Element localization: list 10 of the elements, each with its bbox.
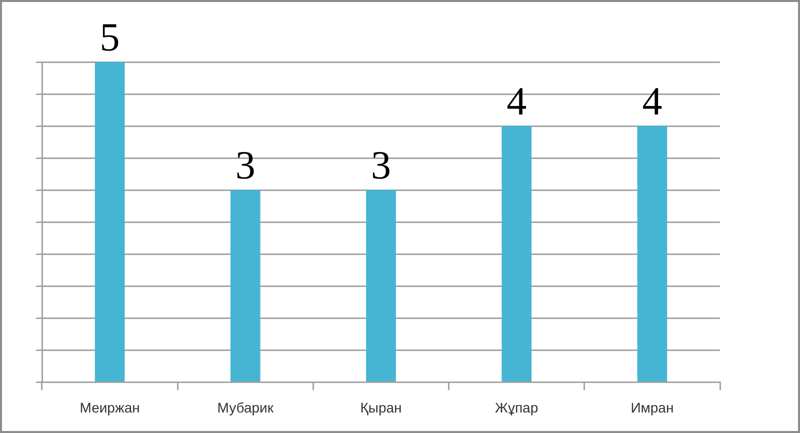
data-label: 4 [642, 78, 662, 124]
data-label: 3 [371, 142, 391, 188]
x-tick-label: Мубарик [217, 399, 274, 416]
x-tick-label: Меиржан [80, 399, 140, 416]
x-tick-label: Жұпар [495, 399, 538, 416]
data-label: 3 [235, 142, 256, 188]
data-label: 4 [506, 78, 527, 124]
data-label: 5 [100, 14, 120, 60]
x-tick-label: Имран [630, 399, 674, 416]
x-tick-label: Қыран [360, 399, 402, 416]
